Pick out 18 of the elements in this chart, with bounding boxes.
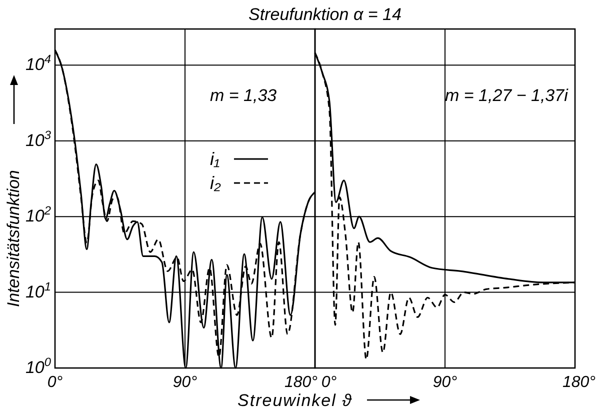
x-tick-label: 90° [172,374,198,391]
x-tick-label: 180° [284,374,318,391]
legend-label: i₁ [210,149,220,169]
y-tick-label: 10$^{3}$ [25,128,52,150]
x-tick-label: 180° [562,374,596,391]
y-tick-label: 10$^{1}$ [25,279,51,302]
annotation: m = 1,33 [210,86,278,105]
y-axis-title: Intensitätsfunktion [4,170,23,308]
annotation: m = 1,27 − 1,37i [445,86,570,105]
x-tick-label: 0° [47,374,64,391]
y-tick-label: 10$^{0}$ [25,355,52,377]
y-tick-label: 10$^{4}$ [25,52,52,74]
y-tick-label: 10$^{2}$ [25,204,52,226]
x-tick-label: 90° [432,374,458,391]
chart-title: Streufunktion α = 14 [248,5,402,24]
x-tick-label: 0° [321,374,338,391]
x-axis-title: Streuwinkel ϑ [238,391,352,410]
legend-label: i₂ [210,173,221,193]
